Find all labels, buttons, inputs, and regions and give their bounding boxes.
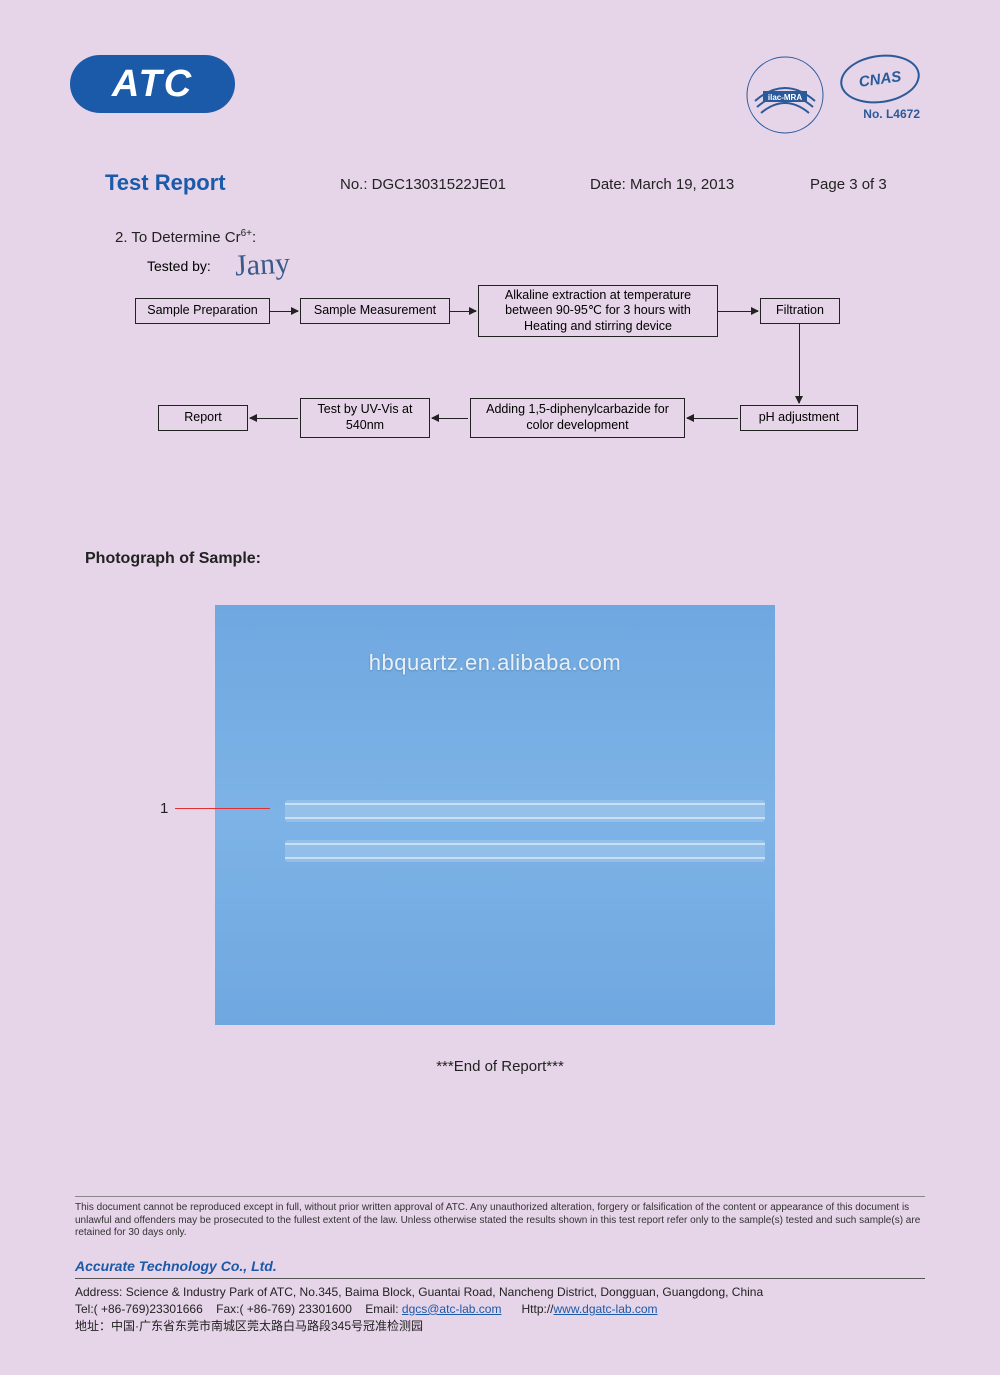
footer-email-link[interactable]: dgcs@atc-lab.com: [402, 1302, 502, 1316]
cnas-number: No. L4672: [840, 107, 920, 121]
footer-tel: Tel:( +86-769)23301666: [75, 1302, 203, 1316]
flow-node-filtration: Filtration: [760, 298, 840, 324]
flow-arrow: [270, 311, 298, 312]
report-number: No.: DGC13031522JE01: [340, 176, 506, 193]
section-2-heading: 2. To Determine Cr6+:: [115, 228, 256, 246]
flow-node-uv-vis: Test by UV-Vis at 540nm: [300, 398, 430, 438]
svg-text:ilac-MRA: ilac-MRA: [768, 93, 802, 102]
flow-node-sample-measurement: Sample Measurement: [300, 298, 450, 324]
flow-node-color-development: Adding 1,5-diphenylcarbazide for color d…: [470, 398, 685, 438]
flow-arrow: [450, 311, 476, 312]
footer-contact-line: Tel:( +86-769)23301666 Fax:( +86-769) 23…: [75, 1301, 925, 1318]
footer-address: Address: Science & Industry Park of ATC,…: [75, 1284, 925, 1301]
section-2-sup: 6+: [241, 228, 252, 239]
flow-node-sample-preparation: Sample Preparation: [135, 298, 270, 324]
footer-address-cn: 地址：中国·广东省东莞市南城区莞太路白马路段345号冠准检测园: [75, 1318, 925, 1335]
sample-tube: [285, 840, 765, 862]
cnas-badge: CNAS No. L4672: [840, 55, 920, 110]
flow-arrow: [799, 324, 800, 403]
flow-arrow: [432, 418, 468, 419]
company-name: Accurate Technology Co., Ltd.: [75, 1258, 277, 1274]
cnas-text: CNAS: [858, 68, 902, 91]
section-2-prefix: 2. To Determine Cr: [115, 229, 241, 246]
tester-signature: Jany: [234, 247, 291, 284]
sample-photograph: hbquartz.en.alibaba.com: [215, 605, 775, 1025]
tested-by-label: Tested by:: [147, 258, 211, 274]
ilac-mra-badge: ilac-MRA: [745, 55, 825, 135]
sample-tube: [285, 800, 765, 822]
sample-indicator-line: [175, 808, 270, 809]
atc-logo: ATC: [70, 55, 235, 113]
process-flowchart: Sample Preparation Sample Measurement Al…: [120, 285, 920, 475]
flow-node-ph-adjustment: pH adjustment: [740, 405, 858, 431]
section-2-suffix: :: [252, 229, 256, 246]
footer-contact-block: Address: Science & Industry Park of ATC,…: [75, 1284, 925, 1334]
sample-number-label: 1: [160, 800, 168, 817]
footer-divider: [75, 1196, 925, 1197]
disclaimer-text: This document cannot be reproduced excep…: [75, 1202, 925, 1240]
report-title: Test Report: [105, 170, 226, 195]
flow-arrow: [687, 418, 738, 419]
footer-divider: [75, 1278, 925, 1279]
report-page: Page 3 of 3: [810, 176, 887, 193]
flow-node-alkaline-extraction: Alkaline extraction at temperature betwe…: [478, 285, 718, 337]
atc-logo-text: ATC: [112, 63, 193, 106]
flow-arrow: [250, 418, 298, 419]
end-of-report: ***End of Report***: [20, 1058, 980, 1075]
footer-email-label: Email:: [365, 1302, 402, 1316]
cnas-ellipse: CNAS: [837, 50, 923, 109]
photo-section-title: Photograph of Sample:: [85, 550, 261, 568]
flow-arrow: [718, 311, 758, 312]
flow-node-report: Report: [158, 405, 248, 431]
footer-fax: Fax:( +86-769) 23301600: [216, 1302, 352, 1316]
watermark-text: hbquartz.en.alibaba.com: [215, 650, 775, 676]
footer-http-link[interactable]: www.dgatc-lab.com: [554, 1302, 658, 1316]
footer-http-label: Http://: [521, 1302, 553, 1316]
report-date: Date: March 19, 2013: [590, 176, 734, 193]
